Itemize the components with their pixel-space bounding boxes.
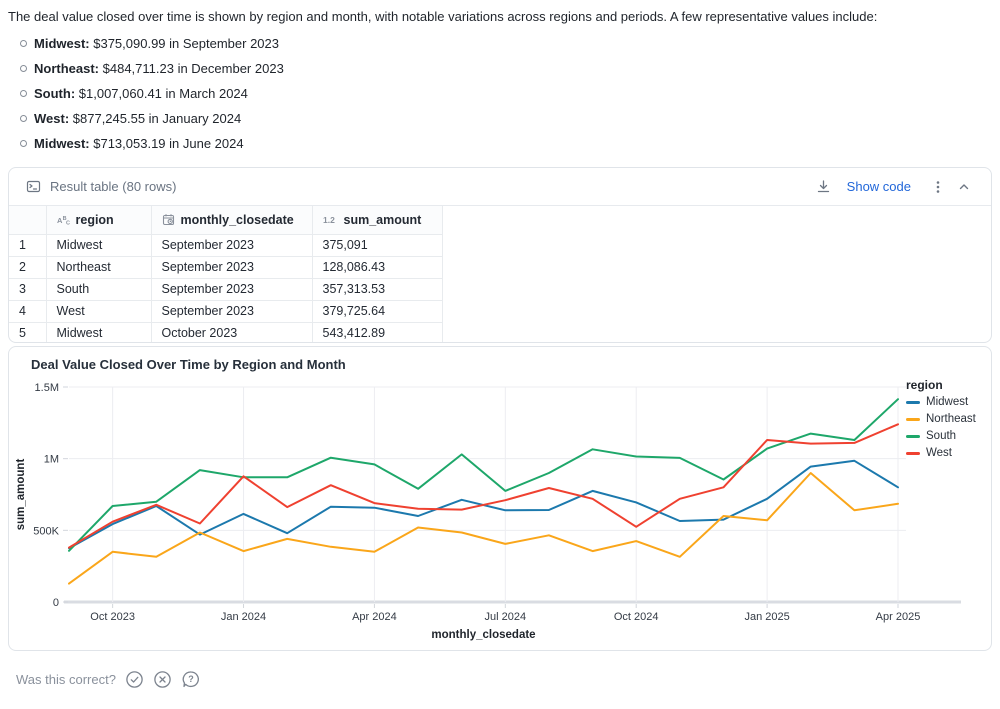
- x-tick-label: Jan 2024: [221, 611, 266, 623]
- bullet-item: West: $877,245.55 in January 2024: [20, 112, 992, 125]
- collapse-chevron-icon[interactable]: [951, 174, 977, 200]
- legend-label: West: [926, 447, 952, 459]
- column-header-region[interactable]: A B C region: [46, 206, 152, 235]
- table-cell: 357,313.53: [312, 278, 443, 301]
- column-header-monthly-closedate[interactable]: monthly_closedate: [151, 206, 313, 235]
- feedback-question: Was this correct?: [16, 672, 116, 687]
- result-card-title: Result table (80 rows): [50, 179, 177, 194]
- series-line-northeast: [68, 472, 899, 585]
- show-code-link[interactable]: Show code: [846, 179, 911, 194]
- feedback-incorrect-icon[interactable]: [153, 670, 172, 689]
- table-cell: September 2023: [151, 300, 313, 323]
- y-tick-label: 1M: [44, 454, 59, 466]
- svg-text:1.2: 1.2: [323, 215, 335, 225]
- line-chart: 0 500K 1M 1.5M Oct 2023 Jan 2024 Apr 2024 Jul 2…: [15, 382, 961, 641]
- result-table: A B C region: [9, 206, 443, 342]
- legend-label: Northeast: [926, 413, 976, 425]
- table-cell: September 2023: [151, 234, 313, 257]
- table-cell: 128,086.43: [312, 256, 443, 279]
- table-row[interactable]: 1 Midwest September 2023 375,091: [9, 234, 443, 257]
- x-tick-label: Apr 2025: [876, 611, 921, 623]
- string-type-icon: A B C: [57, 214, 70, 226]
- table-cell: Midwest: [46, 322, 152, 342]
- chart-legend: region Midwest Northeast South West: [906, 378, 991, 464]
- feedback-correct-icon[interactable]: [125, 670, 144, 689]
- svg-text:B: B: [62, 216, 66, 222]
- chart-card: Deal Value Closed Over Time by Region an…: [8, 346, 992, 651]
- legend-swatch: [906, 400, 920, 404]
- column-header-sum-amount[interactable]: 1.2 sum_amount: [312, 206, 443, 235]
- result-card-header: Result table (80 rows) Show code: [9, 168, 991, 206]
- legend-swatch: [906, 434, 920, 438]
- table-cell: 5: [9, 322, 47, 342]
- series-line-west: [68, 423, 899, 549]
- table-cell: South: [46, 278, 152, 301]
- y-tick-label: 500K: [33, 525, 59, 537]
- table-cell: 3: [9, 278, 47, 301]
- table-cell: West: [46, 300, 152, 323]
- feedback-comment-icon[interactable]: ?: [181, 670, 201, 689]
- legend-swatch: [906, 451, 920, 455]
- table-row[interactable]: 2 Northeast September 2023 128,086.43: [9, 256, 443, 279]
- table-cell: Midwest: [46, 234, 152, 257]
- bullet-item: South: $1,007,060.41 in March 2024: [20, 87, 992, 100]
- x-axis-title: monthly_closedate: [431, 629, 535, 641]
- description-text: The deal value closed over time is shown…: [8, 9, 878, 24]
- bullet-item: Midwest: $375,090.99 in September 2023: [20, 37, 992, 50]
- table-row[interactable]: 5 Midwest October 2023 543,412.89: [9, 322, 443, 342]
- legend-item-west[interactable]: West: [906, 447, 991, 459]
- svg-text:C: C: [66, 220, 70, 226]
- table-cell: October 2023: [151, 322, 313, 342]
- chart-title: Deal Value Closed Over Time by Region an…: [31, 357, 346, 372]
- download-icon[interactable]: [811, 174, 837, 200]
- table-cell: 543,412.89: [312, 322, 443, 342]
- table-cell: 1: [9, 234, 47, 257]
- table-cell: September 2023: [151, 278, 313, 301]
- legend-item-northeast[interactable]: Northeast: [906, 413, 991, 425]
- result-table-body: 1 Midwest September 2023 375,091 2 Northeast S…: [9, 234, 443, 342]
- legend-item-south[interactable]: South: [906, 430, 991, 442]
- number-type-icon: 1.2: [323, 214, 338, 225]
- kebab-menu-icon[interactable]: [925, 174, 951, 200]
- bullet-item: Midwest: $713,053.19 in June 2024: [20, 137, 992, 150]
- legend-label: Midwest: [926, 396, 969, 408]
- x-tick-label: Jul 2024: [485, 611, 527, 623]
- result-table-wrap[interactable]: A B C region: [9, 206, 991, 342]
- svg-text:A: A: [57, 216, 63, 225]
- legend-item-midwest[interactable]: Midwest: [906, 396, 991, 408]
- table-cell: 4: [9, 300, 47, 323]
- y-axis-title: sum_amount: [15, 459, 27, 531]
- representative-values-list: Midwest: $375,090.99 in September 2023 No…: [8, 37, 992, 150]
- table-header-row: A B C region: [9, 206, 443, 235]
- svg-text:?: ?: [188, 674, 194, 684]
- series-line-south: [68, 398, 899, 552]
- table-row[interactable]: 4 West September 2023 379,725.64: [9, 300, 443, 323]
- table-cell: 379,725.64: [312, 300, 443, 323]
- y-tick-label: 1.5M: [35, 382, 59, 394]
- date-type-icon: [162, 213, 175, 226]
- table-cell: Northeast: [46, 256, 152, 279]
- y-tick-label: 0: [53, 597, 59, 609]
- feedback-footer: Was this correct? ?: [16, 670, 984, 689]
- table-cell: September 2023: [151, 256, 313, 279]
- result-table-card: Result table (80 rows) Show code: [8, 167, 992, 343]
- page: The deal value closed over time is shown…: [8, 9, 992, 689]
- table-row[interactable]: 3 South September 2023 357,313.53: [9, 278, 443, 301]
- row-number-header: [9, 206, 47, 235]
- bullet-item: Northeast: $484,711.23 in December 2023: [20, 62, 992, 75]
- table-cell: 2: [9, 256, 47, 279]
- legend-title: region: [906, 378, 943, 392]
- legend-label: South: [926, 430, 957, 442]
- x-tick-label: Apr 2024: [352, 611, 397, 623]
- table-cell: 375,091: [312, 234, 443, 257]
- x-tick-label: Oct 2024: [614, 611, 659, 623]
- x-tick-label: Jan 2025: [744, 611, 789, 623]
- x-tick-label: Oct 2023: [90, 611, 135, 623]
- result-table-icon: [26, 179, 41, 194]
- legend-swatch: [906, 417, 920, 421]
